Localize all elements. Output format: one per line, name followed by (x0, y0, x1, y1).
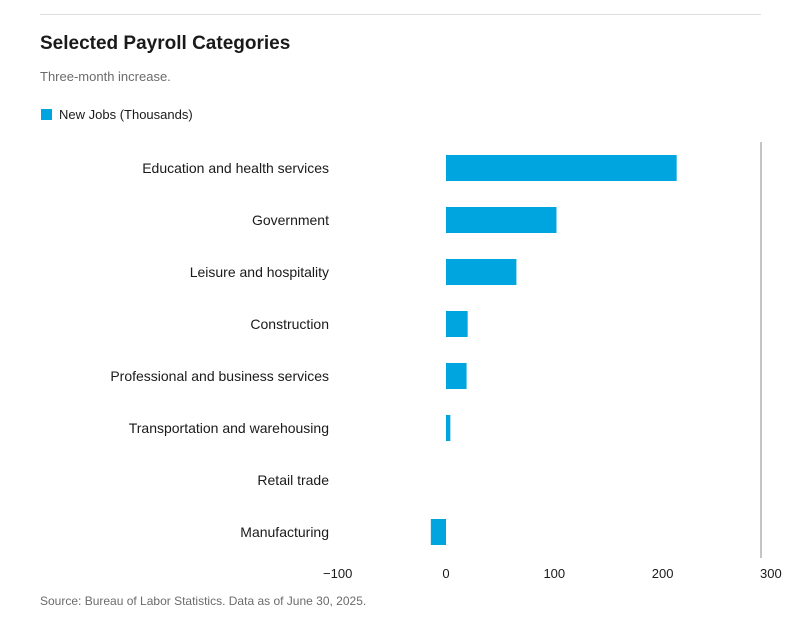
source-note: Source: Bureau of Labor Statistics. Data… (40, 594, 367, 608)
x-tick-label: 100 (543, 566, 565, 581)
x-tick-label: −100 (323, 566, 352, 581)
x-tick-label: 300 (760, 566, 782, 581)
legend-swatch (41, 109, 52, 120)
category-label: Retail trade (257, 472, 329, 488)
chart-legend: New Jobs (Thousands) (41, 107, 193, 122)
bar (446, 415, 451, 441)
legend-label: New Jobs (Thousands) (59, 107, 193, 122)
bar (446, 363, 467, 389)
bar (446, 155, 677, 181)
category-label: Leisure and hospitality (190, 264, 329, 280)
bar (446, 311, 468, 337)
bar (446, 259, 517, 285)
category-label: Professional and business services (110, 368, 329, 384)
x-tick-label: 0 (442, 566, 449, 581)
category-label: Construction (250, 316, 329, 332)
bar (446, 207, 557, 233)
bar (430, 519, 446, 545)
top-divider (40, 14, 761, 15)
category-label: Education and health services (142, 160, 329, 176)
category-label: Transportation and warehousing (129, 420, 329, 436)
category-label: Manufacturing (240, 524, 329, 540)
category-label: Government (252, 212, 329, 228)
chart-subtitle: Three-month increase. (40, 69, 171, 84)
x-tick-label: 200 (652, 566, 674, 581)
chart-title: Selected Payroll Categories (40, 33, 291, 54)
